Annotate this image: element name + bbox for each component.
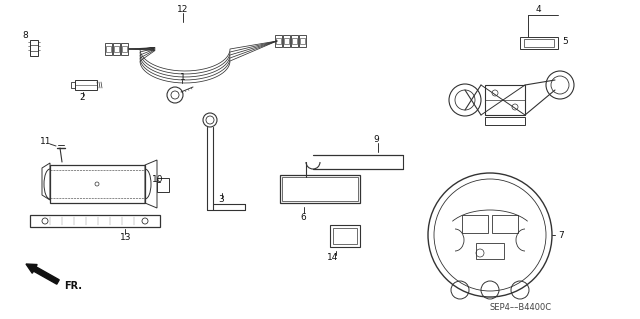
Text: SEP4––B4400C: SEP4––B4400C: [490, 303, 552, 313]
Bar: [333, 228, 357, 244]
Bar: [157, 178, 169, 192]
Text: 5: 5: [562, 36, 568, 46]
Bar: [292, 38, 297, 44]
Text: 3: 3: [218, 196, 224, 204]
Bar: [280, 175, 360, 203]
Bar: [30, 40, 38, 56]
Bar: [122, 46, 127, 52]
Bar: [113, 43, 120, 55]
Bar: [476, 243, 504, 259]
Bar: [282, 177, 358, 201]
Bar: [275, 35, 282, 47]
Text: 7: 7: [558, 231, 564, 240]
Bar: [485, 117, 525, 125]
Text: 8: 8: [22, 32, 28, 41]
Bar: [71, 82, 75, 88]
Bar: [524, 39, 554, 47]
Bar: [50, 165, 145, 203]
Text: 13: 13: [120, 233, 131, 241]
Bar: [121, 43, 128, 55]
Bar: [105, 43, 112, 55]
Text: 10: 10: [152, 175, 163, 184]
Bar: [299, 35, 306, 47]
Text: 14: 14: [327, 253, 339, 262]
Bar: [283, 35, 290, 47]
Text: 2: 2: [79, 93, 84, 102]
Bar: [291, 35, 298, 47]
Bar: [284, 38, 289, 44]
Text: 6: 6: [300, 212, 306, 221]
Bar: [276, 38, 281, 44]
Text: 12: 12: [177, 5, 189, 14]
Bar: [492, 215, 518, 233]
Bar: [30, 215, 160, 227]
Bar: [75, 80, 97, 90]
Bar: [520, 37, 558, 49]
Text: 4: 4: [536, 5, 541, 14]
Text: FR.: FR.: [64, 281, 82, 291]
Bar: [330, 225, 360, 247]
Bar: [462, 215, 488, 233]
FancyArrow shape: [26, 264, 60, 284]
Bar: [485, 85, 525, 115]
Bar: [300, 38, 305, 44]
Text: 9: 9: [373, 136, 379, 145]
Bar: [106, 46, 111, 52]
Text: 11: 11: [40, 137, 51, 146]
Text: 1: 1: [180, 72, 186, 81]
Bar: [114, 46, 119, 52]
